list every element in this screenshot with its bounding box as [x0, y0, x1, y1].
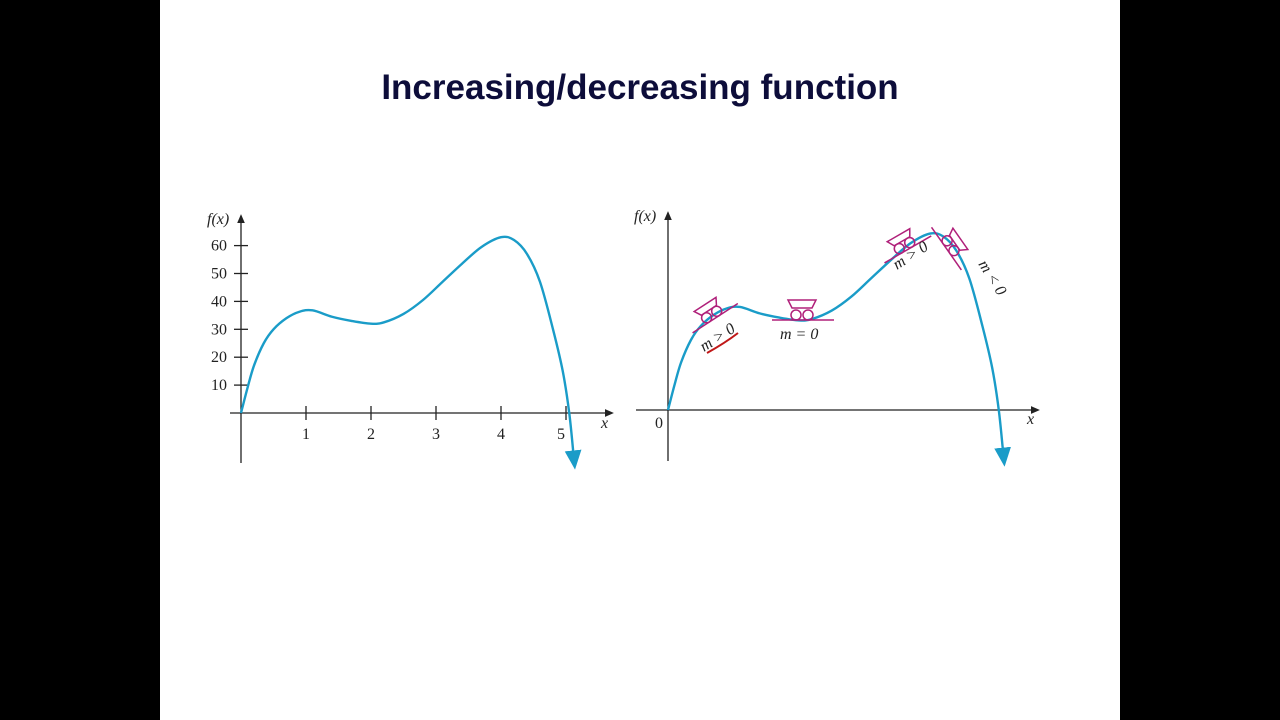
cart-icon	[692, 296, 739, 334]
slide-title: Increasing/decreasing function	[381, 68, 899, 107]
y-axis-label: f(x)	[634, 208, 656, 225]
y-tick-label: 20	[211, 349, 227, 366]
y-tick-label: 40	[211, 293, 227, 310]
x-tick-label: 3	[432, 426, 440, 443]
right-chart: f(x) x 0 m > 0 m = 0 m > 0 m < 0	[634, 208, 1040, 467]
x-tick-label: 5	[557, 426, 565, 443]
series-line-f	[666, 231, 1011, 467]
y-tick-label: 10	[211, 377, 227, 394]
y-tick-label: 30	[211, 321, 227, 338]
left-chart: 1 2 3 4 5 10 20 30 40 50 60 f(x) x	[207, 211, 614, 470]
cart-icon	[772, 299, 834, 321]
y-tick-label: 60	[211, 238, 227, 255]
x-tick-label: 4	[497, 426, 505, 443]
x-axis-label: x	[1026, 411, 1034, 428]
series-line-f	[239, 235, 582, 470]
cart-icon	[930, 226, 970, 271]
y-axis-label: f(x)	[207, 211, 229, 228]
annotation-slope-zero: m = 0	[780, 326, 818, 343]
cart-icon	[884, 227, 932, 264]
y-tick-label: 50	[211, 266, 227, 283]
annotation-slope-negative: m < 0	[975, 257, 1010, 299]
origin-label: 0	[655, 415, 663, 432]
x-tick-label: 2	[367, 426, 375, 443]
axis-ticks: 1 2 3 4 5 10 20 30 40 50 60	[211, 238, 567, 443]
x-axis-label: x	[600, 415, 608, 432]
slide: Increasing/decreasing function	[160, 0, 1120, 720]
x-tick-label: 1	[302, 426, 310, 443]
handwritten-underline	[706, 332, 739, 354]
